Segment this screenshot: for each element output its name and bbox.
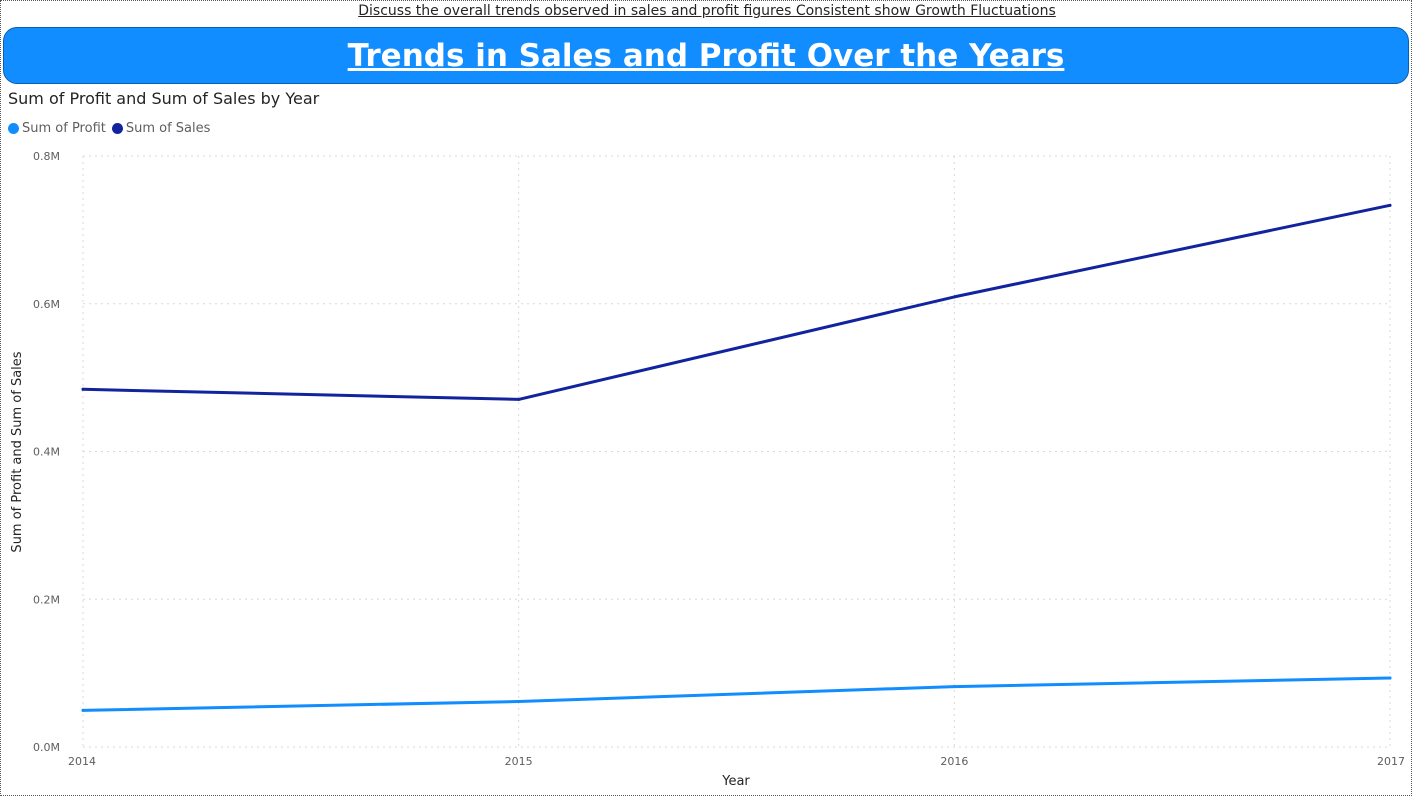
legend-label-profit: Sum of Profit	[22, 121, 106, 136]
data-point-sum-of-sales[interactable]	[1388, 203, 1392, 207]
legend-dot-profit-icon	[8, 123, 19, 134]
grid-layer	[82, 155, 1391, 748]
data-point-sum-of-profit[interactable]	[952, 685, 956, 689]
data-point-sum-of-profit[interactable]	[1388, 676, 1392, 680]
series-line-sum-of-profit[interactable]	[81, 676, 1392, 712]
legend-label-sales: Sum of Sales	[125, 121, 211, 136]
data-point-sum-of-sales[interactable]	[952, 295, 956, 299]
data-point-sum-of-sales[interactable]	[81, 387, 85, 391]
tick-layer: 0.0M 0.2M 0.4M 0.6M 0.8M 2014 2015 2016 2017	[33, 150, 1405, 768]
data-point-sum-of-profit[interactable]	[81, 708, 85, 712]
title-banner: Trends in Sales and Profit Over the Year…	[3, 27, 1409, 84]
x-tick-label: 2017	[1377, 755, 1405, 768]
y-axis-title: Sum of Profit and Sum of Sales	[10, 351, 25, 552]
y-tick-label: 0.4M	[33, 446, 60, 459]
y-tick-label: 0.6M	[33, 298, 60, 311]
top-note: Discuss the overall trends observed in s…	[358, 3, 1056, 19]
x-tick-label: 2016	[940, 755, 968, 768]
data-point-sum-of-sales[interactable]	[517, 397, 521, 401]
banner-title: Trends in Sales and Profit Over the Year…	[347, 37, 1065, 74]
x-tick-label: 2014	[68, 755, 96, 768]
series-layer	[81, 203, 1392, 712]
legend-dot-sales-icon	[111, 123, 123, 134]
chart-legend: Sum of Profit Sum of Sales	[8, 121, 216, 136]
data-point-sum-of-profit[interactable]	[517, 699, 521, 703]
y-tick-label: 0.2M	[33, 593, 60, 606]
x-axis-title: Year	[721, 774, 750, 789]
legend-item-profit[interactable]: Sum of Profit	[8, 121, 106, 136]
legend-item-sales[interactable]: Sum of Sales	[111, 121, 211, 136]
y-tick-label: 0.8M	[33, 150, 60, 163]
x-tick-label: 2015	[505, 755, 533, 768]
series-line-sum-of-sales[interactable]	[81, 203, 1392, 401]
y-tick-label: 0.0M	[33, 741, 60, 754]
chart-title: Sum of Profit and Sum of Sales by Year	[8, 89, 320, 108]
